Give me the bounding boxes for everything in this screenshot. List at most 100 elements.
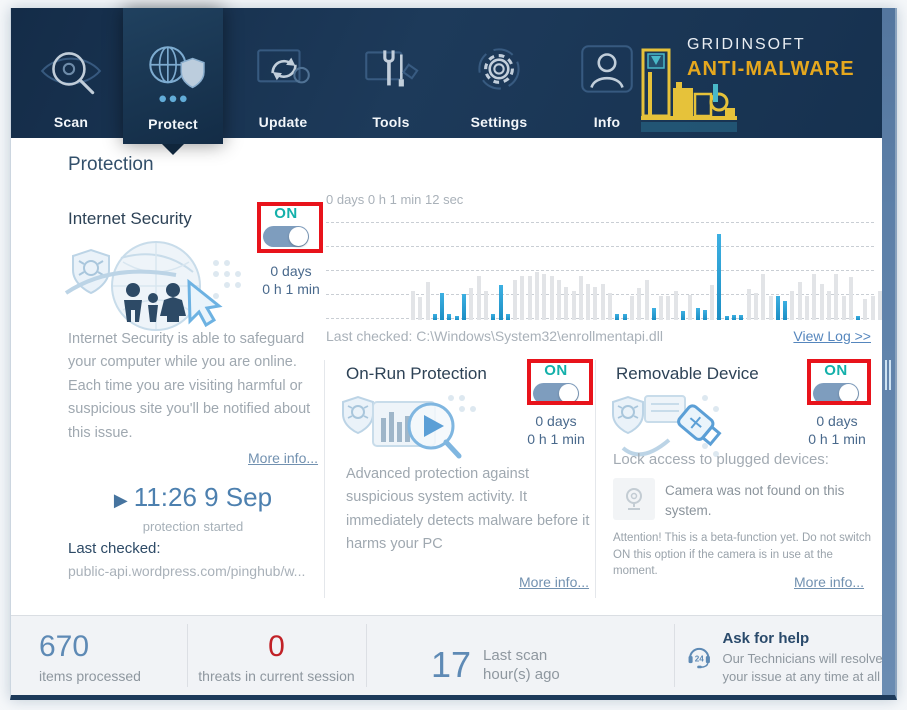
- protection-started-block: ▶ 11:26 9 Sep protection started: [68, 482, 318, 534]
- activity-bar: [680, 311, 685, 320]
- protection-started-time: ▶ 11:26 9 Sep: [113, 482, 273, 512]
- brand-product: ANTI-MALWARE: [687, 58, 855, 80]
- tab-info[interactable]: Info: [557, 8, 657, 138]
- activity-bar: [586, 283, 591, 320]
- gridline: [326, 222, 874, 223]
- protection-started-caption: protection started: [142, 519, 244, 534]
- activity-bar: [549, 275, 554, 320]
- app-window: Scan Protect: [10, 8, 897, 700]
- tab-settings[interactable]: Settings: [449, 8, 549, 138]
- tab-tools[interactable]: Tools: [341, 8, 441, 138]
- activity-bar: [629, 296, 634, 320]
- tools-wrench-icon: [365, 50, 419, 87]
- toggle-knob: [839, 384, 858, 403]
- activity-bar: [571, 291, 576, 320]
- last-checked-url: public-api.wordpress.com/pinghub/w...: [68, 563, 306, 579]
- removable-title: Removable Device: [616, 364, 759, 383]
- activity-bar: [790, 291, 795, 320]
- activity-bar: [637, 288, 642, 320]
- activity-bars: [411, 224, 893, 320]
- activity-bar: [753, 293, 758, 320]
- activity-bar: [870, 296, 875, 320]
- chart-last-checked: Last checked: C:\Windows\System32\enroll…: [326, 328, 663, 344]
- activity-bar: [710, 285, 715, 320]
- tab-scan[interactable]: Scan: [21, 8, 121, 138]
- support-headset-24-icon: 24: [688, 647, 710, 669]
- tab-protect[interactable]: Protect: [123, 8, 223, 155]
- activity-bar: [797, 281, 802, 320]
- activity-bar: [469, 288, 474, 320]
- threats-label: threats in current session: [198, 668, 355, 684]
- activity-bar: [673, 291, 678, 320]
- activity-bar: [622, 314, 627, 320]
- activity-bar: [483, 291, 488, 320]
- view-log-link[interactable]: View Log >>: [793, 328, 871, 344]
- activity-bar: [659, 296, 664, 320]
- items-processed-value: 670: [39, 630, 90, 663]
- protect-globe-shield-icon: [149, 46, 205, 103]
- tab-tools-label: Tools: [372, 114, 410, 130]
- gridline: [326, 318, 874, 319]
- threats-stat: 0 threats in current session: [187, 616, 366, 695]
- activity-bar: [411, 291, 415, 320]
- last-scan-label: Last scan hour(s) ago: [483, 646, 560, 683]
- removable-device-illustration: [612, 395, 722, 457]
- page-title: Protection: [68, 154, 154, 175]
- last-checked-label: Last checked:: [68, 540, 161, 557]
- camera-status-text: Camera was not found on this system.: [665, 483, 845, 518]
- items-processed-stat: 670 items processed: [39, 616, 179, 695]
- card-divider: [595, 360, 596, 598]
- on-run-more-info-link[interactable]: More info...: [519, 574, 590, 590]
- activity-bar: [476, 275, 481, 320]
- activity-bar: [812, 273, 817, 320]
- activity-bar: [739, 315, 744, 320]
- activity-bar: [783, 300, 788, 320]
- activity-bar: [527, 275, 532, 320]
- status-footer: 670 items processed 0 threats in current…: [11, 615, 895, 695]
- on-run-toggle[interactable]: [533, 383, 579, 404]
- brand-name: GRIDINSOFT: [687, 36, 806, 53]
- on-run-illustration: [342, 395, 476, 459]
- footer-divider: [366, 624, 367, 687]
- beta-attention-text: Attention! This is a beta-function yet. …: [613, 532, 872, 578]
- main-nav: Scan Protect: [11, 8, 895, 155]
- activity-bar: [732, 315, 737, 320]
- lock-access-label: Lock access to plugged devices:: [613, 451, 829, 468]
- vertical-scrollbar[interactable]: [882, 8, 895, 695]
- brand-skyline-graphic: [641, 48, 737, 132]
- svg-text:24: 24: [695, 655, 705, 664]
- on-run-title: On-Run Protection: [346, 364, 487, 383]
- removable-toggle[interactable]: [813, 383, 859, 404]
- internet-security-toggle[interactable]: [263, 226, 309, 247]
- internet-security-more-info-link[interactable]: More info...: [248, 450, 319, 466]
- activity-bar: [520, 275, 525, 320]
- tab-scan-label: Scan: [53, 114, 89, 130]
- removable-toggle-block: ON: [813, 362, 859, 404]
- scrollbar-grip: [885, 360, 887, 390]
- activity-bar: [425, 281, 430, 320]
- removable-more-info-link[interactable]: More info...: [794, 574, 865, 590]
- activity-bar: [834, 273, 839, 320]
- tab-update[interactable]: Update: [233, 8, 333, 138]
- toggle-knob: [559, 384, 578, 403]
- activity-chart: [326, 222, 890, 320]
- camera-status-box: [613, 478, 655, 520]
- activity-bar: [775, 296, 780, 320]
- internet-security-title: Internet Security: [68, 209, 192, 228]
- activity-bar: [491, 314, 496, 320]
- activity-bar: [841, 296, 846, 320]
- on-run-on-label: ON: [544, 362, 568, 379]
- activity-bar: [513, 279, 518, 320]
- activity-bar: [600, 283, 605, 320]
- activity-bar: [498, 285, 503, 320]
- protection-timer: 0 days 0 h 1 min 12 sec: [326, 192, 464, 207]
- toggle-knob: [289, 227, 308, 246]
- on-run-uptime: 0 days 0 h 1 min: [527, 413, 585, 447]
- activity-bar: [447, 314, 452, 320]
- tab-update-label: Update: [258, 114, 308, 130]
- activity-bar: [878, 291, 882, 320]
- activity-bar: [666, 296, 671, 320]
- ask-for-help-block[interactable]: 24 Ask for help Our Technicians will res…: [686, 616, 886, 695]
- activity-bar: [418, 296, 423, 320]
- activity-bar: [535, 272, 540, 320]
